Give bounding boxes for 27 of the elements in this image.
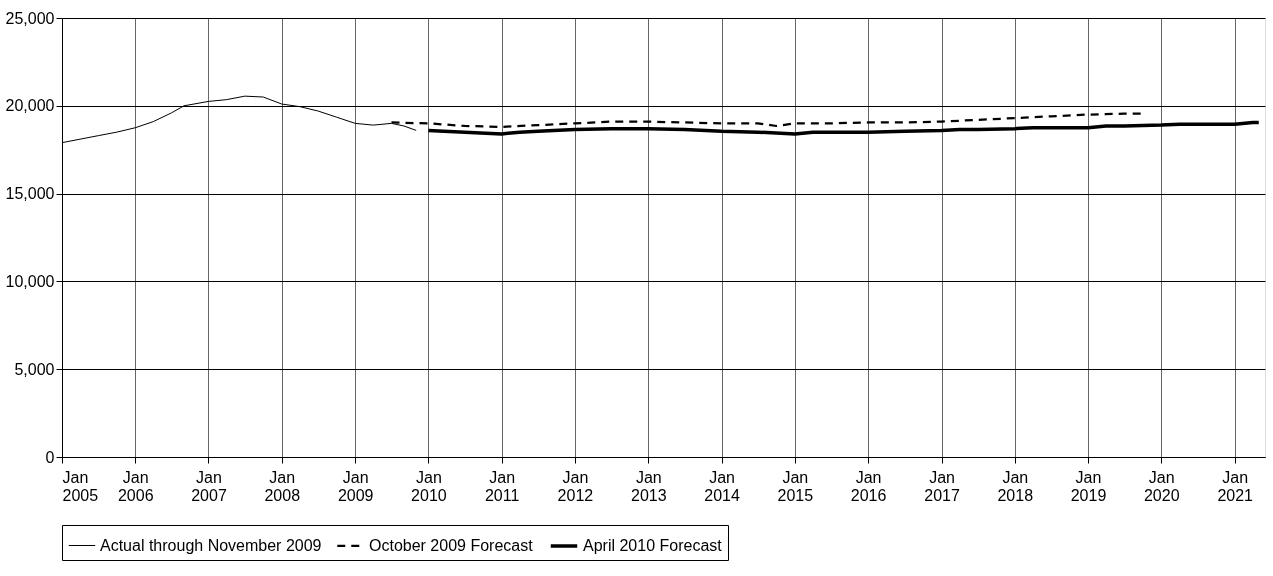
x-tick-label: Jan 2017 bbox=[924, 468, 960, 504]
y-tick-label: 20,000 bbox=[5, 97, 55, 115]
y-tick-label: 15,000 bbox=[5, 185, 55, 203]
x-tick-label: Jan 2021 bbox=[1217, 468, 1254, 504]
x-tick-label: Jan 2020 bbox=[1143, 468, 1180, 504]
x-tick-label: Jan 2006 bbox=[117, 468, 154, 504]
x-tick-label: Jan 2009 bbox=[337, 468, 374, 504]
x-tick-label: Jan 2007 bbox=[191, 468, 227, 504]
legend-label: Actual through November 2009 bbox=[100, 536, 322, 554]
y-tick-label: 25,000 bbox=[5, 9, 55, 27]
y-tick-label: 0 bbox=[45, 448, 55, 466]
legend-label: April 2010 Forecast bbox=[583, 537, 723, 554]
x-tick-label: Jan 2014 bbox=[704, 468, 740, 504]
x-tick-label: Jan 2019 bbox=[1070, 468, 1107, 504]
x-tick-label: Jan 2012 bbox=[557, 468, 594, 504]
legend-label: October 2009 Forecast bbox=[369, 536, 534, 554]
x-tick-label: Jan 2010 bbox=[411, 468, 447, 504]
x-tick-label: Jan 2015 bbox=[777, 468, 814, 504]
y-tick-label: 10,000 bbox=[5, 272, 55, 290]
x-tick-label: Jan 2005 bbox=[62, 468, 99, 504]
x-tick-label: Jan 2016 bbox=[850, 468, 887, 504]
y-tick-label: 5,000 bbox=[14, 360, 55, 378]
line-series bbox=[426, 120, 1261, 136]
x-tick-label: Jan 2013 bbox=[631, 468, 667, 504]
x-tick-label: Jan 2008 bbox=[264, 468, 301, 504]
x-tick-label: Jan 2011 bbox=[484, 468, 520, 504]
x-tick-label: Jan 2018 bbox=[997, 468, 1034, 504]
